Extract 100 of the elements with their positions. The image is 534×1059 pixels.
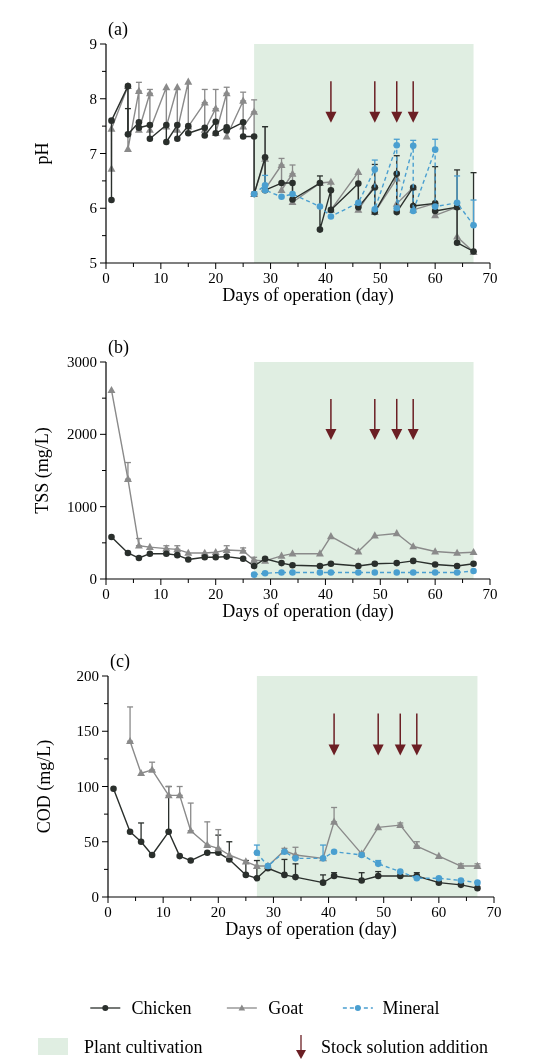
point <box>137 768 146 777</box>
y-tick-label: 0 <box>89 571 97 587</box>
y-tick-label: 9 <box>89 36 97 52</box>
y-tick-label: 7 <box>89 145 98 162</box>
point <box>327 560 335 568</box>
point <box>355 180 362 187</box>
point <box>223 127 230 134</box>
x-axis-title: Days of operation (day) <box>222 601 394 622</box>
y-tick-label: 150 <box>76 723 99 740</box>
point <box>393 204 401 212</box>
point <box>453 569 461 576</box>
point <box>212 554 220 561</box>
point <box>316 226 324 233</box>
point <box>110 785 117 793</box>
x-tick-label: 20 <box>208 586 224 602</box>
point <box>457 877 465 884</box>
point <box>184 129 192 137</box>
x-tick-label: 40 <box>317 586 333 602</box>
y-tick-label: 6 <box>89 200 98 217</box>
point <box>327 213 335 220</box>
chart-title: (b) <box>108 337 129 358</box>
x-tick-label: 10 <box>153 270 169 286</box>
point <box>239 118 247 126</box>
point <box>453 562 461 570</box>
point <box>470 567 477 575</box>
y-tick-label: 5 <box>89 255 97 271</box>
point <box>326 177 335 185</box>
point <box>146 550 154 557</box>
point <box>134 541 143 549</box>
point <box>326 532 335 540</box>
point <box>184 548 193 556</box>
point <box>146 135 154 143</box>
point <box>163 138 170 146</box>
chart-title: (a) <box>108 19 128 40</box>
x-tick-label: 30 <box>263 586 279 602</box>
point <box>396 820 405 829</box>
y-axis-title: pH <box>32 142 52 165</box>
x-tick-label: 0 <box>102 586 110 602</box>
point <box>371 560 379 568</box>
point <box>239 133 247 140</box>
point <box>412 841 421 850</box>
point <box>126 828 134 836</box>
x-tick-label: 40 <box>317 270 333 286</box>
x-tick-label: 30 <box>265 904 281 920</box>
chart-title: (c) <box>110 651 130 672</box>
point <box>107 385 116 394</box>
x-tick-label: 60 <box>427 270 443 286</box>
x-tick-label: 50 <box>372 270 388 286</box>
point <box>355 569 362 576</box>
point <box>393 569 401 576</box>
point <box>355 562 362 570</box>
x-axis-title: Days of operation (day) <box>225 919 397 940</box>
legend-label: Stock solution addition <box>321 1037 489 1057</box>
point <box>316 569 324 576</box>
x-tick-label: 20 <box>210 904 226 920</box>
point <box>392 529 401 537</box>
point <box>355 199 362 207</box>
point <box>289 190 296 198</box>
point <box>374 823 383 831</box>
point <box>396 868 404 875</box>
x-tick-label: 10 <box>155 904 171 920</box>
point <box>315 549 324 557</box>
point <box>203 849 211 857</box>
point <box>278 193 285 201</box>
point <box>354 547 363 555</box>
legend-label: Mineral <box>382 998 440 1018</box>
point <box>330 848 338 855</box>
point <box>223 553 230 560</box>
point <box>174 135 181 143</box>
point <box>327 186 335 194</box>
point <box>289 179 296 187</box>
point <box>201 554 209 561</box>
point <box>184 556 192 563</box>
point <box>174 551 181 559</box>
y-tick-label: 3000 <box>67 354 97 370</box>
y-tick-label: 200 <box>76 668 99 684</box>
y-tick-label: 1000 <box>67 498 97 515</box>
point <box>201 132 209 139</box>
point <box>278 179 285 187</box>
x-tick-label: 70 <box>486 904 502 920</box>
x-tick-label: 10 <box>153 586 169 602</box>
point <box>184 77 193 85</box>
point <box>173 82 182 91</box>
point <box>277 551 286 559</box>
point <box>135 118 143 126</box>
point <box>162 82 171 91</box>
point <box>239 555 247 563</box>
legend-label: Plant cultivation <box>84 1037 203 1057</box>
point <box>187 857 195 864</box>
point <box>124 549 132 557</box>
point <box>327 569 335 576</box>
point <box>146 121 154 129</box>
point <box>148 851 156 859</box>
point <box>250 555 259 564</box>
point <box>176 852 183 860</box>
y-tick-label: 8 <box>89 90 97 107</box>
point <box>148 765 157 773</box>
legend-label: Goat <box>268 998 304 1018</box>
point <box>434 851 443 859</box>
point <box>250 571 258 578</box>
